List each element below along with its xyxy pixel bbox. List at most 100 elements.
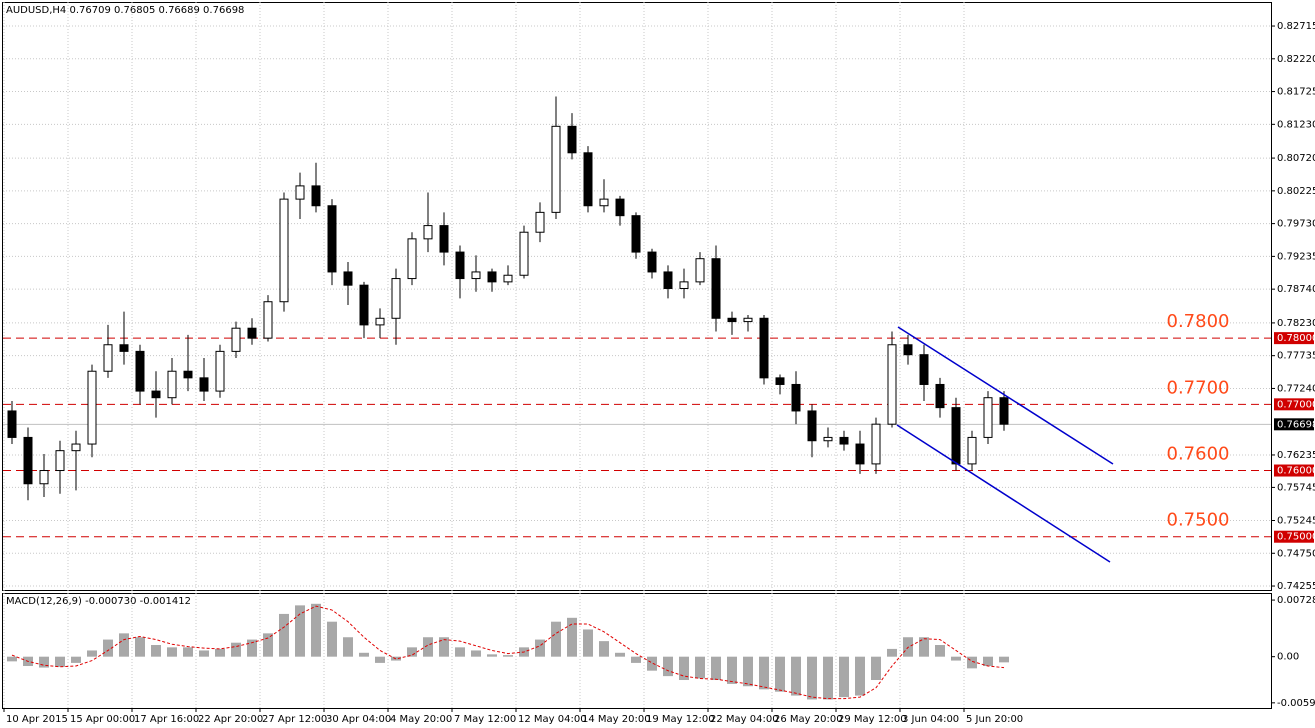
candle-body [39,470,49,485]
macd-bar [55,656,65,667]
candle-body [855,443,865,465]
level-label: 0.7600 [1167,444,1230,465]
level-label: 0.7800 [1167,311,1230,332]
candle-body [887,344,897,425]
candle-body [295,185,305,200]
macd-bar [359,652,369,657]
macd-bar [679,656,689,681]
macd-bar [343,637,353,657]
channel-line [897,326,1114,465]
y-tick-label: 0.77735 [1277,351,1315,362]
x-tick-label: 12 May 04:00 [518,714,587,725]
macd-bar [855,656,865,696]
candle-body [807,410,817,442]
level-axis-label: 0.78000 [1277,333,1315,344]
macd-bar [727,656,737,684]
macd-bar [151,645,161,657]
candle-body [23,436,33,485]
macd-bar [247,639,257,657]
candle-body [503,274,513,283]
macd-bar [167,647,177,657]
y-tick-label: 0.82715 [1277,21,1315,32]
macd-bar [583,629,593,657]
candle-body [647,251,657,273]
candle-body [151,390,161,399]
candle-body [775,377,785,385]
candle-body [487,271,497,283]
candle-body [279,198,289,303]
macd-bar [935,645,945,657]
y-tick-label: 0.75245 [1277,515,1315,526]
y-tick-label: 0.74750 [1277,548,1315,559]
level-label: 0.7700 [1167,377,1230,398]
candle-body [839,436,849,445]
candle-body [631,215,641,253]
macd-bar [311,603,321,657]
candle-body [727,317,737,323]
level-axis-box [1274,464,1314,477]
x-tick-label: 4 May 20:00 [390,714,452,725]
y-tick-label: 0.77240 [1277,383,1315,394]
candle-body [7,410,17,438]
x-tick-label: 29 May 12:00 [838,714,907,725]
macd-bar [471,650,481,657]
macd-bar [663,656,673,677]
x-tick-label: 30 Apr 04:00 [326,714,391,725]
macd-bar [455,647,465,657]
macd-bar [215,648,225,657]
macd-bar [983,656,993,667]
macd-bar [231,642,241,657]
price-panel [2,2,1272,591]
macd-bar [711,656,721,681]
x-tick-label: 22 May 04:00 [710,714,779,725]
candle-body [903,344,913,356]
candle-body [263,301,273,339]
candle-body [71,443,81,452]
macd-bar [647,656,657,671]
macd-bar [839,656,849,698]
candle-body [215,350,225,392]
level-axis-label: 0.77000 [1277,399,1315,410]
y-tick-label: 0.74255 [1277,581,1315,592]
y-tick-label: 0.81725 [1277,87,1315,98]
candle-body [311,185,321,207]
macd-bar [199,650,209,657]
macd-bar [759,656,769,690]
x-tick-label: 10 Apr 2015 [6,714,68,725]
y-tick-label: 0.80225 [1277,186,1315,197]
macd-bar [327,621,337,657]
candle-body [919,354,929,385]
macd-bar [71,656,81,663]
current-price-label: 0.76698 [1277,419,1315,430]
macd-bar [279,613,289,657]
x-tick-label: 19 May 12:00 [646,714,715,725]
candle-body [935,383,945,409]
y-tick-label: 0.78740 [1277,284,1315,295]
level-axis-box [1274,398,1314,411]
macd-bar [119,633,129,657]
macd-bar [535,639,545,657]
y-tick-label: 0.78230 [1277,318,1315,329]
macd-panel [2,593,1272,709]
x-tick-label: 15 Apr 00:00 [70,714,135,725]
macd-bar [615,652,625,657]
level-axis-box [1274,530,1314,543]
candle-body [375,317,385,326]
macd-bar [567,617,577,657]
candle-body [231,327,241,352]
candle-body [327,205,337,273]
candle-body [535,211,545,233]
candle-body [135,350,145,392]
candle-body [455,251,465,280]
candle-body [679,281,689,289]
candle-body [343,271,353,286]
level-label: 0.7500 [1167,510,1230,531]
candle-body [183,370,193,379]
macd-bar [87,650,97,657]
level-axis-label: 0.76000 [1277,466,1315,477]
candle-body [103,344,113,372]
macd-bar [967,656,977,669]
macd-title: MACD(12,26,9) -0.000730 -0.001412 [6,596,191,607]
candle-body [55,450,65,472]
y-tick-label: 0.00 [1277,652,1299,663]
